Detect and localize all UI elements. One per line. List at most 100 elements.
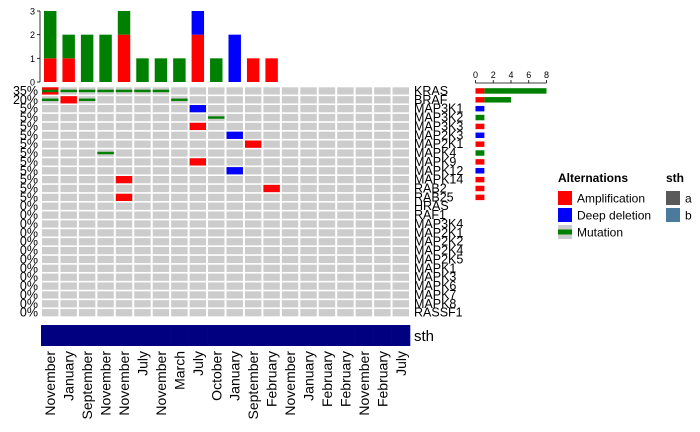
heatmap-cell: [171, 202, 188, 210]
heatmap-cell: [60, 211, 77, 219]
heatmap-cell: [226, 273, 243, 281]
heatmap-cell: [189, 273, 207, 281]
percentage-label: 5%: [20, 102, 38, 116]
heatmap-cell: [300, 184, 317, 193]
annotation-cell: [280, 325, 300, 346]
heatmap-cell: [97, 158, 114, 166]
heatmap-cell: [337, 167, 354, 175]
heatmap-cell: [171, 255, 188, 264]
mutation-mark: [42, 98, 59, 102]
heatmap-cell: [355, 282, 373, 290]
heatmap-cell: [78, 131, 96, 139]
percentage-label: 5%: [20, 128, 38, 142]
heatmap-cell: [337, 202, 354, 210]
heatmap-cell: [152, 246, 170, 255]
heatmap-cell: [374, 246, 391, 255]
heatmap-cell: [355, 246, 373, 255]
heatmap-cell: [60, 149, 77, 157]
heatmap-cell: [244, 229, 262, 237]
heatmap-cell: [392, 131, 409, 139]
heatmap-cell: [42, 309, 59, 317]
percentage-label: 0%: [20, 288, 38, 302]
heatmap-cell: [115, 211, 133, 219]
heatmap-cell: [374, 300, 391, 308]
amplification-mark: [263, 184, 280, 193]
heatmap-cell: [337, 158, 354, 166]
heatmap-cell: [42, 122, 59, 131]
heatmap-cell: [134, 229, 151, 237]
sample-label: October: [208, 351, 224, 401]
top-bar-segment: [117, 11, 131, 35]
amplification-mark: [189, 122, 207, 131]
gene-label: MAPK4: [414, 146, 456, 160]
top-y-tick-label: 0: [30, 78, 35, 88]
sample-label: January: [61, 351, 77, 401]
heatmap-cell: [97, 96, 114, 104]
heatmap-cell: [171, 113, 188, 122]
right-bar-segment: [475, 168, 485, 174]
heatmap-cell: [226, 158, 243, 166]
heatmap-cell: [42, 167, 59, 175]
heatmap-cell: [244, 131, 262, 139]
heatmap-cell: [78, 105, 96, 113]
heatmap-cell: [115, 282, 133, 290]
heatmap-cell: [318, 246, 336, 255]
heatmap-cell: [337, 273, 354, 281]
mutation-mark: [97, 89, 114, 93]
heatmap-cell: [42, 238, 59, 246]
sample-label: July: [190, 351, 206, 376]
sample-label: February: [319, 351, 335, 407]
heatmap-cell: [134, 220, 151, 228]
heatmap-cell: [300, 291, 317, 299]
heatmap-cell: [171, 220, 188, 228]
sample-label: November: [282, 351, 298, 416]
right-bar-segment: [484, 97, 511, 103]
heatmap-cell: [42, 282, 59, 290]
heatmap-cell: [60, 193, 77, 202]
heatmap-cell: [355, 193, 373, 202]
heatmap-cell: [355, 264, 373, 272]
heatmap-cell: [374, 167, 391, 175]
legend-swatch-sth-b: [666, 208, 680, 222]
heatmap-cell: [244, 255, 262, 264]
heatmap-cell: [337, 113, 354, 122]
heatmap-cell: [152, 122, 170, 131]
sample-label: November: [356, 351, 372, 416]
heatmap-cell: [281, 229, 299, 237]
heatmap-cell: [134, 149, 151, 157]
heatmap-cell: [337, 105, 354, 113]
deep-deletion-mark: [226, 131, 243, 139]
heatmap-cell: [244, 184, 262, 193]
heatmap-cell: [42, 113, 59, 122]
percentage-label: 0%: [20, 306, 38, 320]
heatmap-cell: [281, 264, 299, 272]
heatmap-cell: [355, 87, 373, 95]
heatmap-cell: [115, 167, 133, 175]
heatmap-cell: [134, 282, 151, 290]
heatmap-cell: [337, 184, 354, 193]
heatmap-cell: [42, 229, 59, 237]
heatmap-cell: [42, 158, 59, 166]
top-y-tick-label: 3: [30, 7, 35, 17]
heatmap-cell: [392, 246, 409, 255]
percentage-label: 0%: [20, 226, 38, 240]
sample-label: July: [134, 351, 150, 376]
heatmap-cell: [263, 246, 280, 255]
heatmap-cell: [281, 96, 299, 104]
heatmap-cell: [374, 149, 391, 157]
heatmap-cell: [226, 211, 243, 219]
heatmap-cell: [97, 184, 114, 193]
heatmap-cell: [189, 149, 207, 157]
heatmap-cell: [152, 158, 170, 166]
mutation-mark: [115, 89, 133, 93]
legend-label: Mutation: [577, 226, 623, 240]
right-bar-segment: [475, 176, 485, 183]
heatmap-cell: [318, 158, 336, 166]
heatmap-cell: [244, 167, 262, 175]
top-bar-segment: [62, 34, 75, 59]
heatmap-cell: [208, 184, 225, 193]
heatmap-cell: [152, 149, 170, 157]
heatmap-cell: [244, 273, 262, 281]
heatmap-cell: [318, 220, 336, 228]
top-bar-segment: [136, 58, 149, 82]
